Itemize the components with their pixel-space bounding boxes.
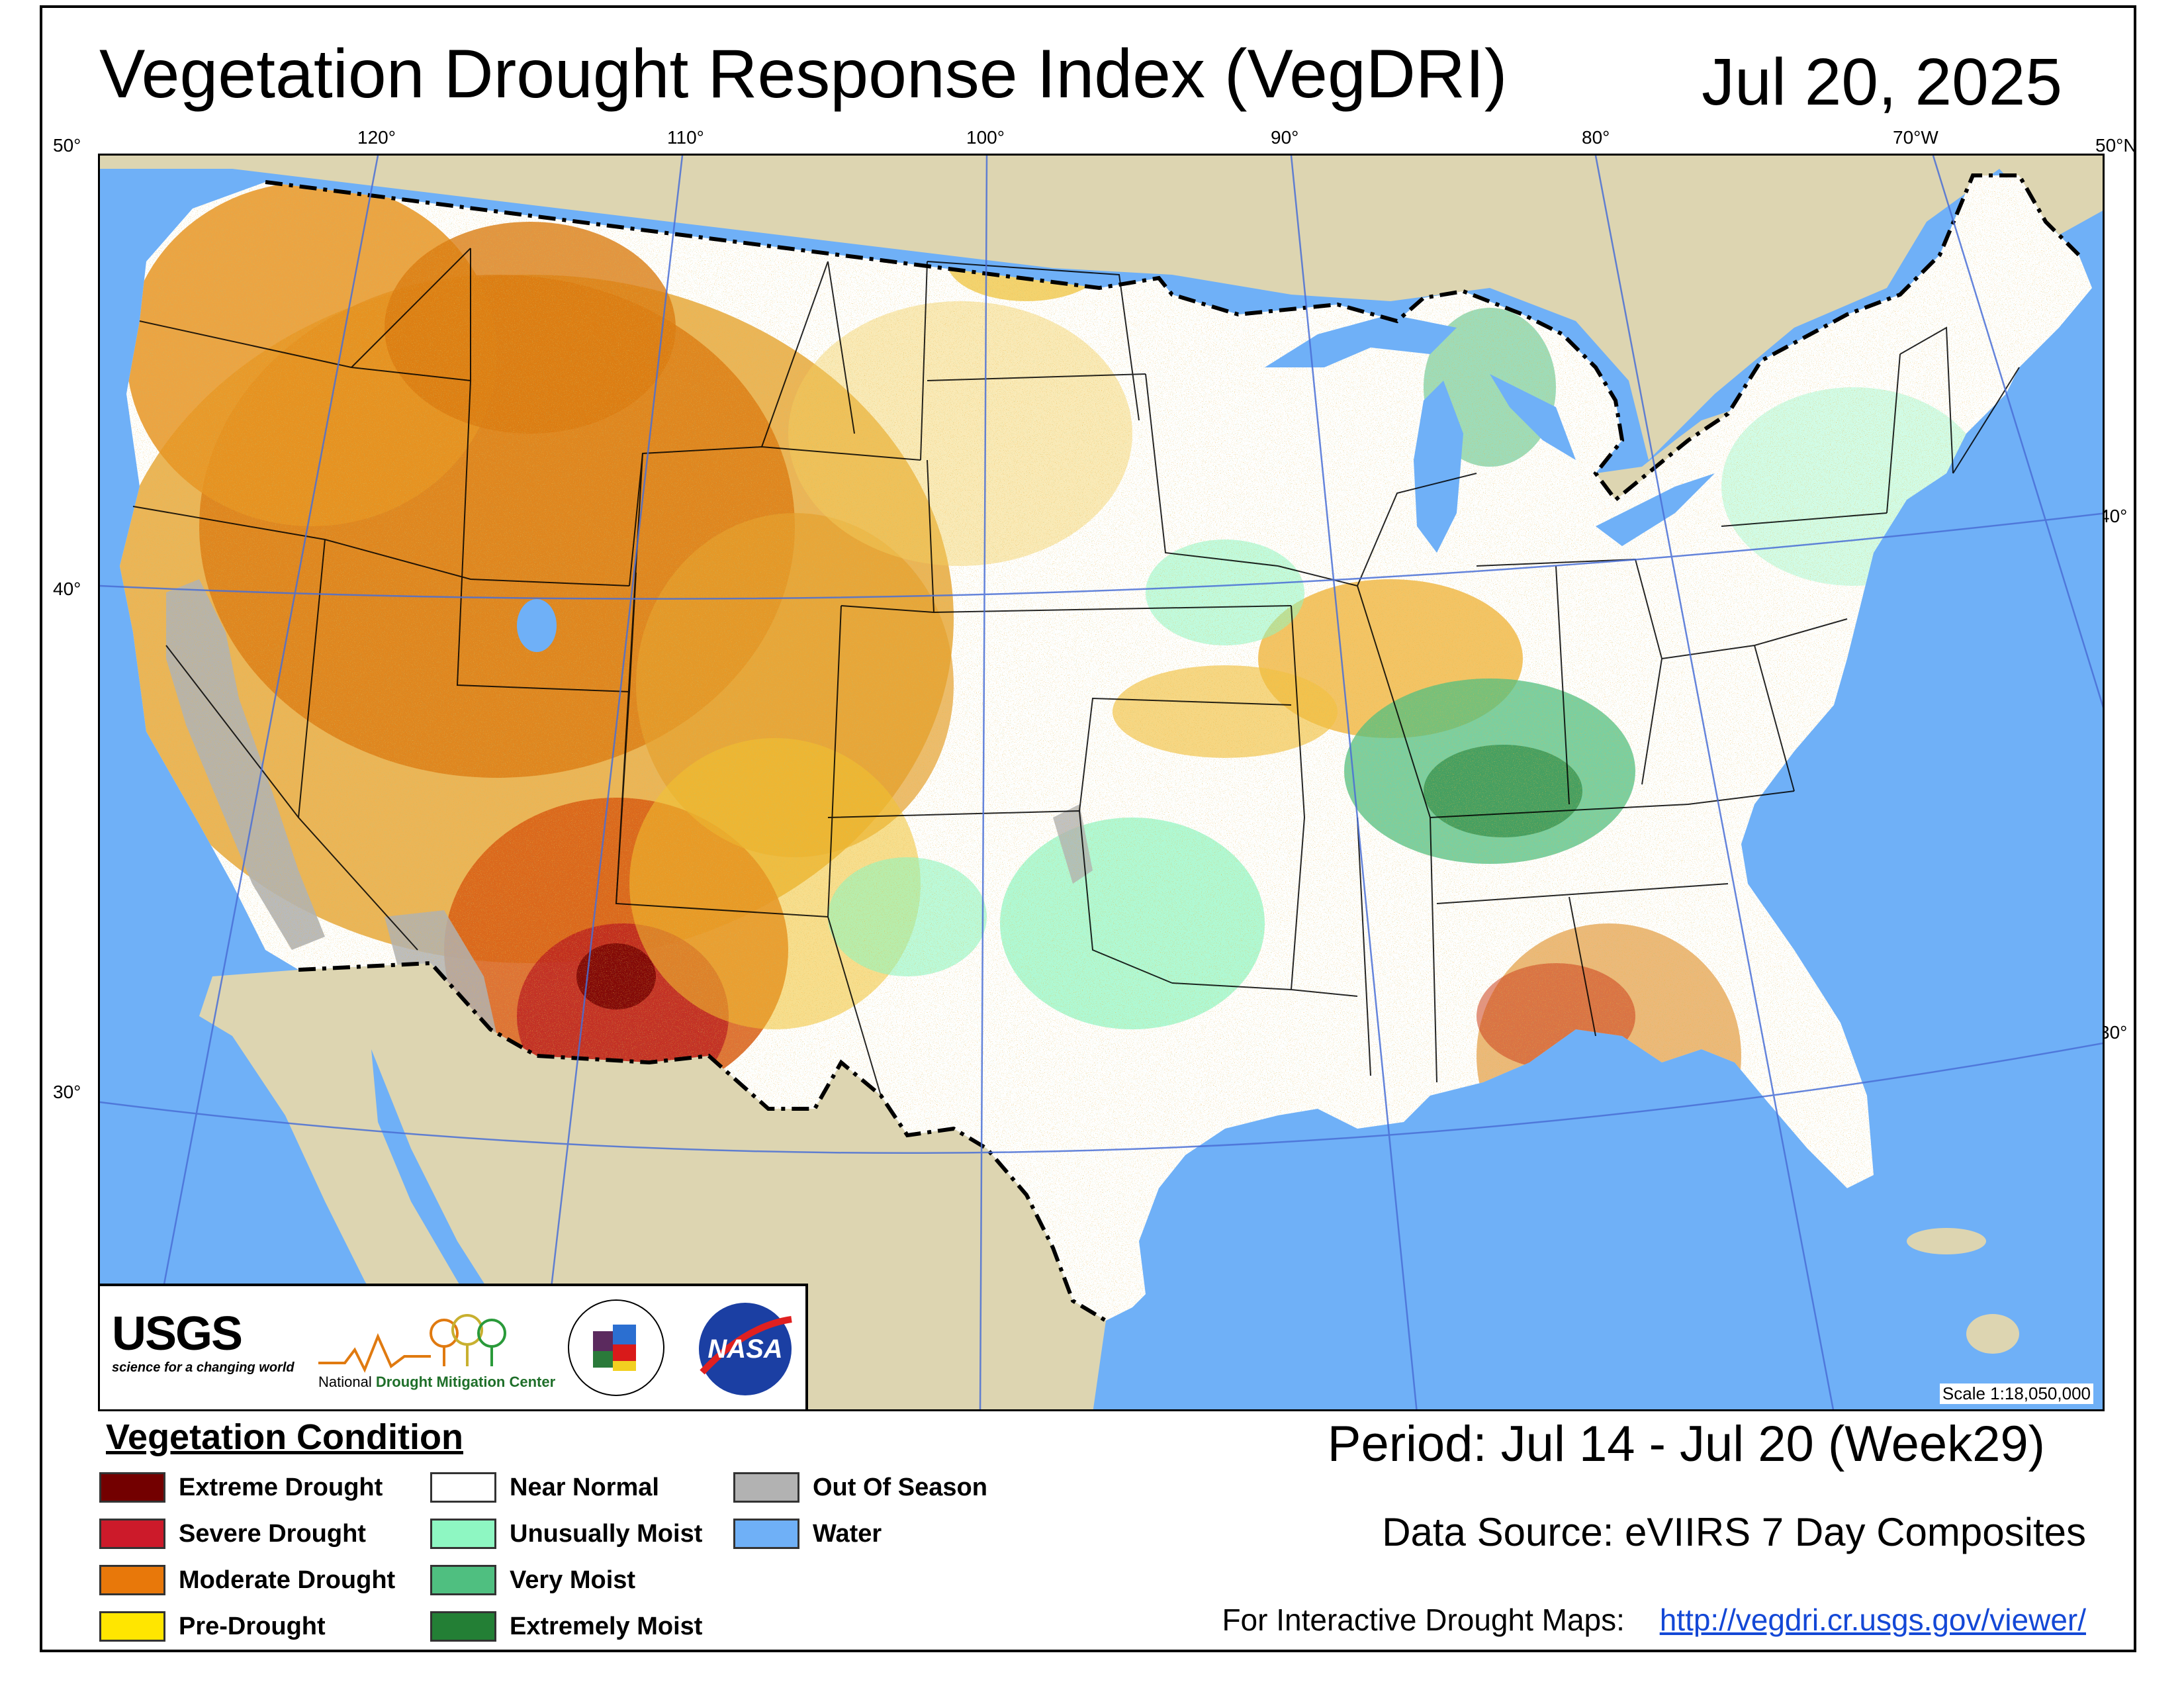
map-date: Jul 20, 2025 bbox=[1702, 45, 2062, 119]
legend-label: Pre-Drought bbox=[179, 1612, 326, 1640]
lat-left-40: 40° bbox=[53, 579, 81, 599]
legend-title: Vegetation Condition bbox=[106, 1417, 463, 1457]
legend-out-of-season: Out Of Season bbox=[733, 1471, 987, 1504]
legend-swatch bbox=[430, 1565, 496, 1595]
legend-near-normal: Near Normal bbox=[430, 1471, 659, 1504]
legend-label: Out Of Season bbox=[813, 1473, 987, 1501]
lon-label-120: 120° bbox=[357, 127, 396, 148]
legend-severe-drought: Severe Drought bbox=[99, 1517, 366, 1550]
lat-left-50: 50° bbox=[53, 135, 81, 156]
lon-label-90: 90° bbox=[1271, 127, 1299, 148]
legend-unusually-moist: Unusually Moist bbox=[430, 1517, 702, 1550]
legend-swatch bbox=[99, 1519, 165, 1549]
lat-left-30: 30° bbox=[53, 1082, 81, 1102]
legend-swatch bbox=[99, 1472, 165, 1503]
legend-swatch bbox=[430, 1611, 496, 1642]
lon-label-70w: 70°W bbox=[1893, 127, 1938, 148]
legend-swatch bbox=[430, 1472, 496, 1503]
legend-label: Near Normal bbox=[510, 1473, 659, 1501]
nasa-meatball-icon: NASA bbox=[699, 1303, 792, 1395]
ndmc-prefix: National bbox=[318, 1374, 372, 1390]
hprcc-seal-icon bbox=[568, 1299, 664, 1396]
viewer-link[interactable]: http://vegdri.cr.usgs.gov/viewer/ bbox=[1659, 1603, 2086, 1637]
lon-label-100: 100° bbox=[966, 127, 1005, 148]
legend-swatch bbox=[733, 1472, 799, 1503]
drought-map: USGS science for a changing world Nation… bbox=[98, 154, 2105, 1411]
hprcc-logo bbox=[567, 1298, 666, 1397]
legend-pre-drought: Pre-Drought bbox=[99, 1610, 326, 1643]
map-canvas bbox=[100, 156, 2103, 1409]
legend-label: Extremely Moist bbox=[510, 1612, 703, 1640]
legend-label: Extreme Drought bbox=[179, 1473, 383, 1501]
nasa-logo: NASA bbox=[696, 1299, 795, 1399]
legend-swatch bbox=[430, 1519, 496, 1549]
usgs-mark: USGS bbox=[112, 1307, 243, 1360]
legend-extreme-drought: Extreme Drought bbox=[99, 1471, 383, 1504]
lon-label-110: 110° bbox=[667, 127, 704, 148]
legend-swatch bbox=[99, 1611, 165, 1642]
legend-label: Moderate Drought bbox=[179, 1566, 396, 1594]
usgs-logo: USGS science for a changing world bbox=[112, 1310, 304, 1376]
page-frame bbox=[40, 5, 2136, 1652]
interactive-maps-label: For Interactive Drought Maps: bbox=[1222, 1603, 1625, 1637]
tree-icon bbox=[318, 1314, 506, 1373]
interactive-maps-line: For Interactive Drought Maps: http://veg… bbox=[1222, 1602, 2086, 1638]
legend-swatch bbox=[733, 1519, 799, 1549]
map-scale: Scale 1:18,050,000 bbox=[1939, 1383, 2093, 1404]
legend-water: Water bbox=[733, 1517, 882, 1550]
usgs-tagline: science for a changing world bbox=[112, 1360, 295, 1375]
partner-logos: USGS science for a changing world Nation… bbox=[100, 1284, 808, 1409]
legend-label: Severe Drought bbox=[179, 1519, 366, 1548]
legend-label: Very Moist bbox=[510, 1566, 636, 1594]
legend-label: Unusually Moist bbox=[510, 1519, 703, 1548]
ndmc-logo: National Drought Mitigation Center bbox=[318, 1310, 555, 1396]
data-source-text: Data Source: eVIIRS 7 Day Composites bbox=[1382, 1510, 2086, 1554]
legend-swatch bbox=[99, 1565, 165, 1595]
lat-right-50n: 50°N bbox=[2095, 135, 2137, 156]
period-text: Period: Jul 14 - Jul 20 (Week29) bbox=[1327, 1416, 2045, 1472]
map-title: Vegetation Drought Response Index (VegDR… bbox=[99, 36, 1508, 113]
legend-label: Water bbox=[813, 1519, 882, 1548]
lon-label-80: 80° bbox=[1582, 127, 1610, 148]
legend-very-moist: Very Moist bbox=[430, 1564, 635, 1597]
nasa-text: NASA bbox=[707, 1335, 782, 1364]
legend-moderate-drought: Moderate Drought bbox=[99, 1564, 395, 1597]
legend-extremely-moist: Extremely Moist bbox=[430, 1610, 702, 1643]
ndmc-name: National Drought Mitigation Center bbox=[318, 1374, 555, 1391]
ndmc-center: Drought Mitigation Center bbox=[375, 1374, 556, 1390]
